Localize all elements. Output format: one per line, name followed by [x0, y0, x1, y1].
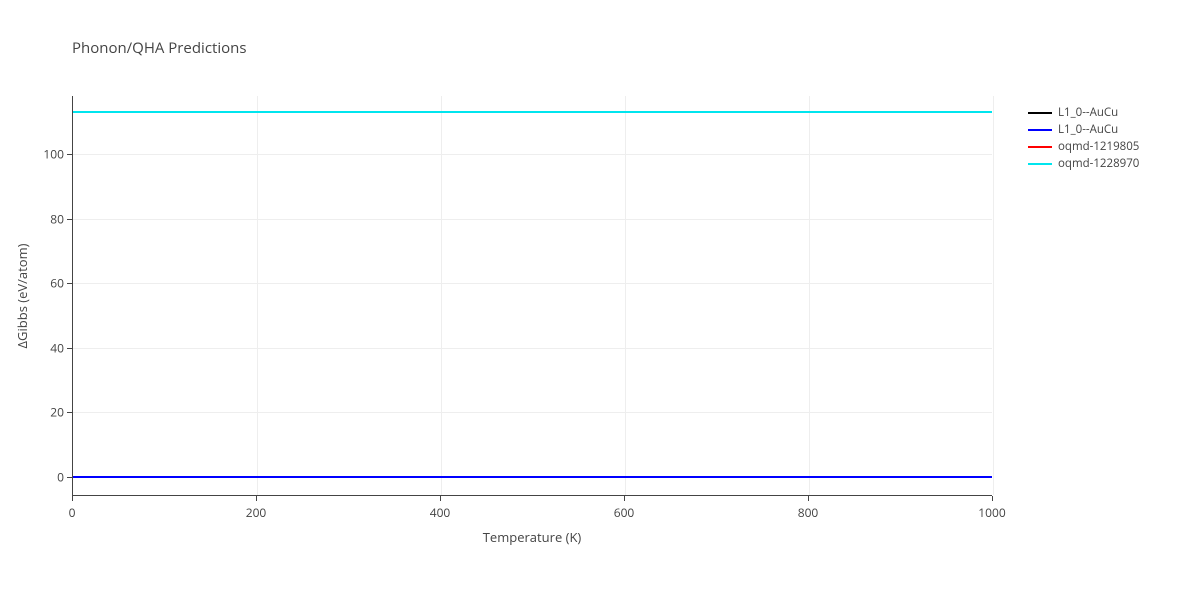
y-gridline	[73, 219, 992, 220]
legend-label: oqmd-1219805	[1058, 139, 1139, 154]
y-tick-mark	[67, 348, 72, 349]
legend-item[interactable]: L1_0--AuCu	[1028, 104, 1139, 121]
y-gridline	[73, 412, 992, 413]
legend-label: L1_0--AuCu	[1058, 122, 1118, 137]
series-line[interactable]	[73, 111, 992, 113]
phonon-qha-chart: Phonon/QHA Predictions Temperature (K) Δ…	[0, 0, 1200, 600]
legend: L1_0--AuCu L1_0--AuCu oqmd-1219805 oqmd-122…	[1028, 104, 1139, 172]
y-tick-mark	[67, 412, 72, 413]
plot-area[interactable]	[72, 96, 992, 496]
y-tick-label: 20	[38, 404, 64, 421]
y-gridline	[73, 283, 992, 284]
y-tick-label: 80	[38, 210, 64, 227]
x-gridline	[257, 96, 258, 495]
y-tick-mark	[67, 219, 72, 220]
x-tick-label: 800	[798, 504, 819, 521]
y-tick-mark	[67, 283, 72, 284]
y-tick-mark	[67, 154, 72, 155]
y-gridline	[73, 348, 992, 349]
legend-swatch	[1028, 129, 1052, 131]
legend-item[interactable]: L1_0--AuCu	[1028, 121, 1139, 138]
x-tick-label: 200	[246, 504, 267, 521]
x-gridline	[441, 96, 442, 495]
x-gridline	[809, 96, 810, 495]
series-line[interactable]	[73, 476, 992, 478]
x-tick-mark	[72, 496, 73, 501]
y-axis-label: ΔGibbs (eV/atom)	[13, 244, 31, 349]
y-gridline	[73, 154, 992, 155]
y-tick-mark	[67, 477, 72, 478]
x-tick-mark	[624, 496, 625, 501]
x-tick-label: 0	[69, 504, 76, 521]
legend-label: oqmd-1228970	[1058, 156, 1139, 171]
legend-item[interactable]: oqmd-1219805	[1028, 138, 1139, 155]
x-axis-label: Temperature (K)	[483, 528, 582, 546]
y-tick-label: 40	[38, 339, 64, 356]
x-tick-label: 600	[614, 504, 635, 521]
y-tick-label: 0	[38, 468, 64, 485]
x-gridline	[993, 96, 994, 495]
x-tick-mark	[808, 496, 809, 501]
x-gridline	[625, 96, 626, 495]
legend-swatch	[1028, 112, 1052, 114]
chart-title: Phonon/QHA Predictions	[72, 38, 247, 58]
legend-label: L1_0--AuCu	[1058, 105, 1118, 120]
legend-swatch	[1028, 163, 1052, 165]
x-tick-label: 1000	[978, 504, 1005, 521]
y-tick-label: 60	[38, 275, 64, 292]
x-tick-mark	[440, 496, 441, 501]
legend-swatch	[1028, 146, 1052, 148]
x-tick-mark	[256, 496, 257, 501]
legend-item[interactable]: oqmd-1228970	[1028, 155, 1139, 172]
x-tick-mark	[992, 496, 993, 501]
y-tick-label: 100	[38, 146, 64, 163]
x-tick-label: 400	[430, 504, 451, 521]
